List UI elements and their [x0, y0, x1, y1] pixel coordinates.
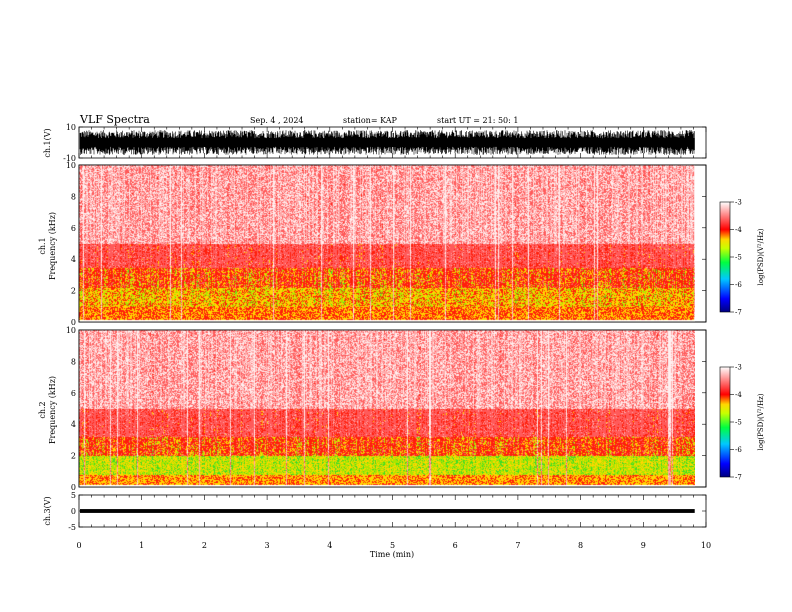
ch1-spectrogram-ytick-label: 4 — [71, 255, 76, 264]
ch1-colorbar-tick-label: -5 — [735, 254, 742, 262]
ch1-colorbar-label: log(PSD)(V²/Hz) — [757, 228, 765, 285]
ch3-waveform-ytick-label: 0 — [71, 507, 76, 516]
ch1-waveform-ylabel: ch.1(V) — [43, 128, 52, 157]
ch1-colorbar-tick-label: -3 — [735, 199, 742, 207]
ch1-waveform-ytick-label: 10 — [66, 123, 76, 132]
ch1-colorbar-tick-label: -6 — [735, 281, 742, 289]
x-tick-label: 4 — [327, 541, 332, 550]
x-tick-label: 6 — [453, 541, 458, 550]
header-date: Sep. 4 , 2024 — [250, 116, 304, 125]
ch1-colorbar-tick-label: -7 — [735, 309, 742, 317]
ch3-waveform-trace — [80, 509, 695, 513]
ch2-colorbar-tick-label: -6 — [735, 446, 742, 454]
ch3-waveform-panel: 5 0 -5 — [68, 491, 707, 532]
ch2-spectrogram-ytick-label: 0 — [71, 483, 76, 492]
ch1-waveform-trace — [79, 130, 695, 155]
ch1-spectrogram-ytick-label: 0 — [71, 318, 76, 327]
x-tick-label: 7 — [515, 541, 520, 550]
ch1-spectrogram-ytick-label: 6 — [71, 224, 76, 233]
ch1-colorbar-tick-label: -4 — [735, 226, 742, 234]
ch1-spectrogram-ytick-label: 10 — [66, 161, 76, 170]
ch1-spectrogram-ytick-label: 8 — [71, 192, 76, 201]
ch1-spectrogram-panel: 0 2 4 6 8 10 — [66, 161, 707, 327]
ch1-spectrogram-heatmap — [79, 165, 695, 322]
ch2-spectrogram-ylabel-channel: ch.2 — [38, 401, 47, 418]
ch2-spectrogram-ytick-label: 8 — [71, 357, 76, 366]
ch1-spectrogram-ylabel-frequency: Frequency (kHz) — [48, 212, 57, 280]
ch2-spectrogram-ytick-label: 10 — [66, 326, 76, 335]
ch2-colorbar-tick-label: -3 — [735, 364, 742, 372]
x-tick-label: 1 — [139, 541, 144, 550]
ch1-waveform-ytick-label: -10 — [63, 154, 76, 163]
ch1-spectrogram-frame-top — [78, 164, 707, 323]
x-tick-label: 8 — [578, 541, 583, 550]
x-tick-label: 9 — [641, 541, 646, 550]
ch1-colorbar: -3 -4 -5 -6 -7 log(PSD)(V²/Hz) — [719, 199, 765, 317]
ch2-colorbar-tick-label: -7 — [735, 474, 742, 482]
ch2-colorbar-tick-label: -4 — [735, 391, 742, 399]
ch2-spectrogram-ytick-label: 2 — [71, 452, 76, 461]
ch1-spectrogram-ytick-label: 2 — [71, 287, 76, 296]
ch1-colorbar-scale — [719, 201, 731, 313]
time-axis: 0 1 2 3 4 5 6 7 8 9 10 — [76, 541, 711, 550]
ch2-colorbar-label: log(PSD)(V²/Hz) — [757, 393, 765, 450]
x-tick-label: 5 — [390, 541, 395, 550]
ch2-spectrogram-panel: 0 2 4 6 8 10 — [66, 326, 707, 492]
x-tick-label: 2 — [202, 541, 207, 550]
ch3-waveform-ylabel: ch.3(V) — [43, 496, 52, 525]
ch2-spectrogram-frame-top — [78, 329, 707, 488]
ch1-spectrogram-ylabel-channel: ch.1 — [38, 237, 47, 254]
figure-title: VLF Spectra — [79, 113, 150, 126]
x-tick-label: 3 — [265, 541, 270, 550]
ch2-colorbar-scale — [719, 366, 731, 478]
header-station: station= KAP — [343, 116, 398, 125]
header-start-ut: start UT = 21: 50: 1 — [437, 116, 518, 125]
ch2-spectrogram-ylabel-frequency: Frequency (kHz) — [48, 376, 57, 444]
x-tick-label: 10 — [701, 541, 711, 550]
ch3-waveform-ytick-label: 5 — [71, 491, 76, 500]
ch2-colorbar-tick-label: -5 — [735, 419, 742, 427]
ch3-waveform-ytick-label: -5 — [68, 523, 76, 532]
ch2-spectrogram-heatmap — [79, 330, 695, 487]
ch2-spectrogram-ytick-label: 6 — [71, 389, 76, 398]
x-axis-label: Time (min) — [370, 550, 414, 559]
ch1-waveform-panel: 10 -10 — [63, 123, 707, 163]
x-tick-label: 0 — [76, 541, 81, 550]
ch2-spectrogram-ytick-label: 4 — [71, 420, 76, 429]
ch2-colorbar: -3 -4 -5 -6 -7 log(PSD)(V²/Hz) — [719, 364, 765, 482]
